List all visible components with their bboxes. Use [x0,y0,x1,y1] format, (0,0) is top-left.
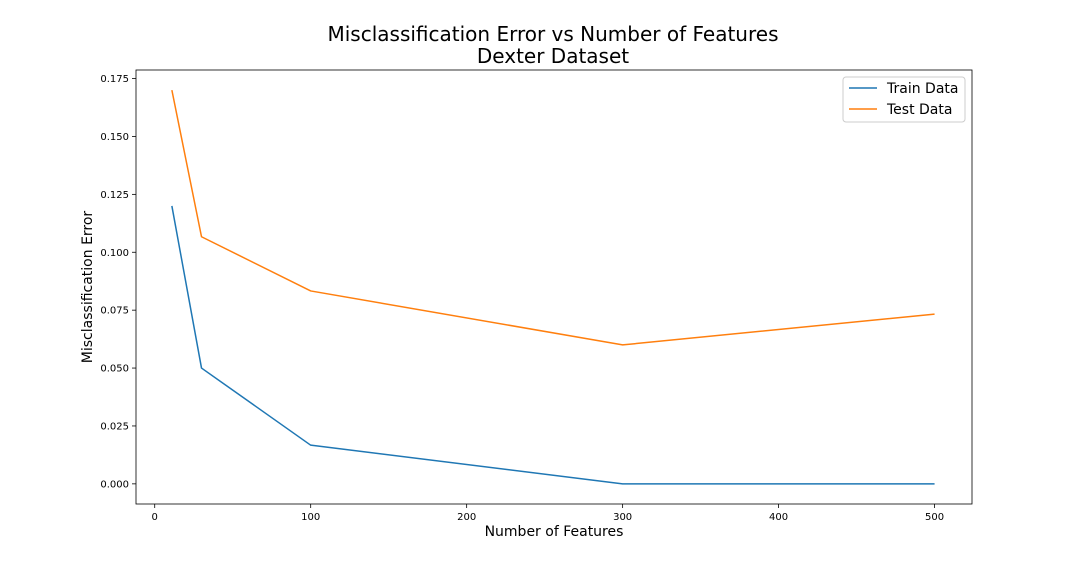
y-tick-label: 0.150 [100,132,129,143]
x-tick-label: 400 [769,512,788,523]
legend-label-test: Test Data [886,102,952,118]
legend-label-train: Train Data [886,81,958,97]
x-tick-label: 200 [457,512,476,523]
legend: Train Data Test Data [842,76,966,123]
y-tick-label: 0.125 [100,190,129,201]
y-tick-label: 0.175 [100,74,129,85]
y-tick-label: 0.025 [100,421,129,432]
plot-lines [171,90,935,485]
y-tick-label: 0.050 [100,364,129,375]
y-tick-label: 0.000 [100,479,129,490]
chart-subtitle: Dexter Dataset [477,44,629,68]
series-line-test-data [171,90,935,346]
y-axis-ticks: 0.000 0.025 0.050 0.075 0.100 0.125 0.150 0.175 [100,74,136,490]
y-tick-label: 0.075 [100,306,129,317]
series-line-train-data [171,205,935,485]
x-tick-label: 100 [301,512,320,523]
x-axis-label: Number of Features [485,524,624,540]
x-axis-ticks: 0 100 200 300 400 500 [152,504,944,523]
y-axis-label: Misclassification Error [80,211,96,364]
x-tick-label: 300 [613,512,632,523]
x-tick-label: 0 [152,512,158,523]
y-tick-label: 0.100 [100,248,129,259]
chart-title: Misclassification Error vs Number of Fea… [327,22,778,46]
x-tick-label: 500 [925,512,944,523]
plot-frame [135,69,973,505]
